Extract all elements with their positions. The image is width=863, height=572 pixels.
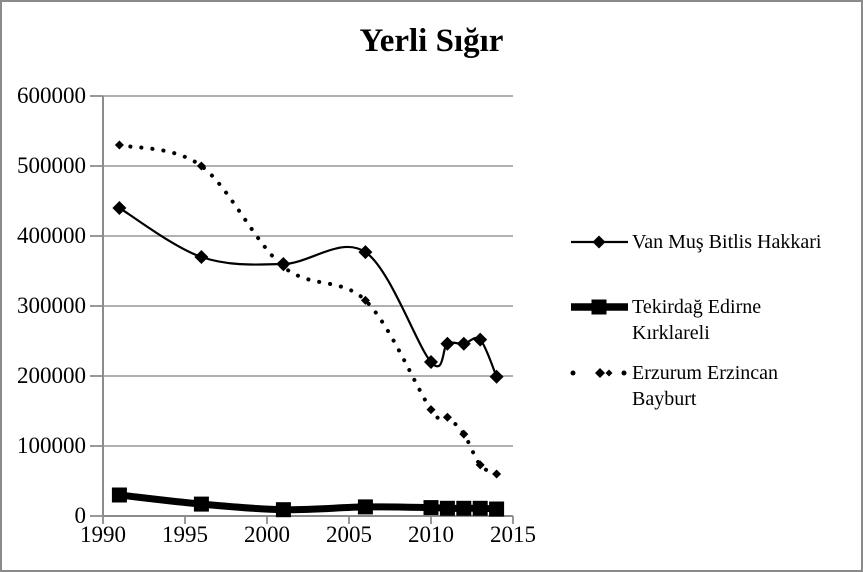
small-diamond-marker [360, 295, 370, 305]
small-diamond-marker [605, 369, 613, 377]
square-marker [357, 499, 373, 515]
square-marker [275, 502, 291, 518]
diamond-marker [456, 336, 471, 351]
dot-icon [621, 370, 627, 376]
small-diamond-marker [595, 368, 605, 378]
y-axis-tick-label: 100000 [17, 433, 86, 458]
series-line-0 [118, 207, 498, 378]
x-axis-tick-label: 2010 [408, 522, 454, 547]
small-diamond-marker [459, 429, 469, 439]
x-axis-tick-label: 2005 [326, 522, 372, 547]
legend-label: Van Muş Bitlis Hakkari [632, 229, 821, 255]
legend-label-line: Kırklareli [632, 322, 710, 344]
y-axis-tick-label: 200000 [17, 363, 86, 388]
diamond-marker [424, 355, 438, 369]
square-marker [111, 487, 127, 503]
series-line-2 [117, 143, 499, 476]
diamond-marker [473, 332, 488, 347]
square-marker [489, 501, 505, 517]
square-marker [193, 496, 209, 512]
legend-swatch-diamond-icon [571, 235, 628, 249]
legend-label-line: Tekirdağ Edirne [632, 296, 762, 318]
legend: Van Muş Bitlis Hakkari Tekirdağ Edirne Kır… [568, 2, 860, 570]
small-diamond-marker [426, 405, 436, 415]
diamond-marker [276, 257, 291, 271]
y-axis-tick-label: 600000 [17, 83, 86, 108]
diamond-marker [440, 336, 455, 351]
diamond-marker [592, 235, 606, 249]
y-axis-tick-label: 400000 [17, 223, 86, 248]
legend-label-line: Van Muş Bitlis Hakkari [632, 231, 822, 253]
square-marker [423, 500, 439, 516]
small-diamond-marker [114, 140, 124, 150]
small-diamond-marker [475, 460, 485, 470]
x-axis-tick-label: 1990 [80, 522, 126, 547]
legend-entry: Tekirdağ Edirne Kırklareli [568, 294, 761, 346]
y-axis-tick-label: 500000 [17, 153, 86, 178]
square-marker [472, 500, 488, 516]
chart-title: Yerli Sığır [359, 23, 504, 59]
dot-icon [570, 370, 576, 376]
diamond-marker [489, 369, 504, 384]
square-marker [439, 500, 455, 516]
small-diamond-marker [492, 469, 502, 479]
legend-entry: Erzurum Erzincan Bayburt [568, 360, 778, 412]
legend-label: Tekirdağ Edirne Kırklareli [632, 294, 761, 346]
legend-entry: Van Muş Bitlis Hakkari [568, 229, 821, 255]
x-axis-tick-label: 1995 [162, 522, 208, 547]
legend-label: Erzurum Erzincan Bayburt [632, 360, 778, 412]
diamond-marker [112, 201, 127, 215]
legend-swatch-square-icon [571, 299, 628, 315]
diamond-marker [194, 250, 209, 264]
x-axis-tick-label: 2015 [490, 522, 536, 547]
square-marker [456, 500, 472, 516]
diamond-marker [358, 245, 373, 260]
y-axis-tick-label: 0 [74, 503, 87, 528]
square-marker [591, 299, 607, 315]
legend-label-line: Bayburt [632, 388, 697, 410]
small-diamond-marker [442, 412, 452, 422]
x-axis-tick-label: 2000 [244, 522, 290, 547]
y-axis-tick-label: 300000 [17, 293, 86, 318]
legend-label-line: Erzurum Erzincan [632, 362, 779, 384]
legend-swatch-small-diamond-icon [570, 368, 627, 378]
small-diamond-marker [196, 161, 206, 171]
